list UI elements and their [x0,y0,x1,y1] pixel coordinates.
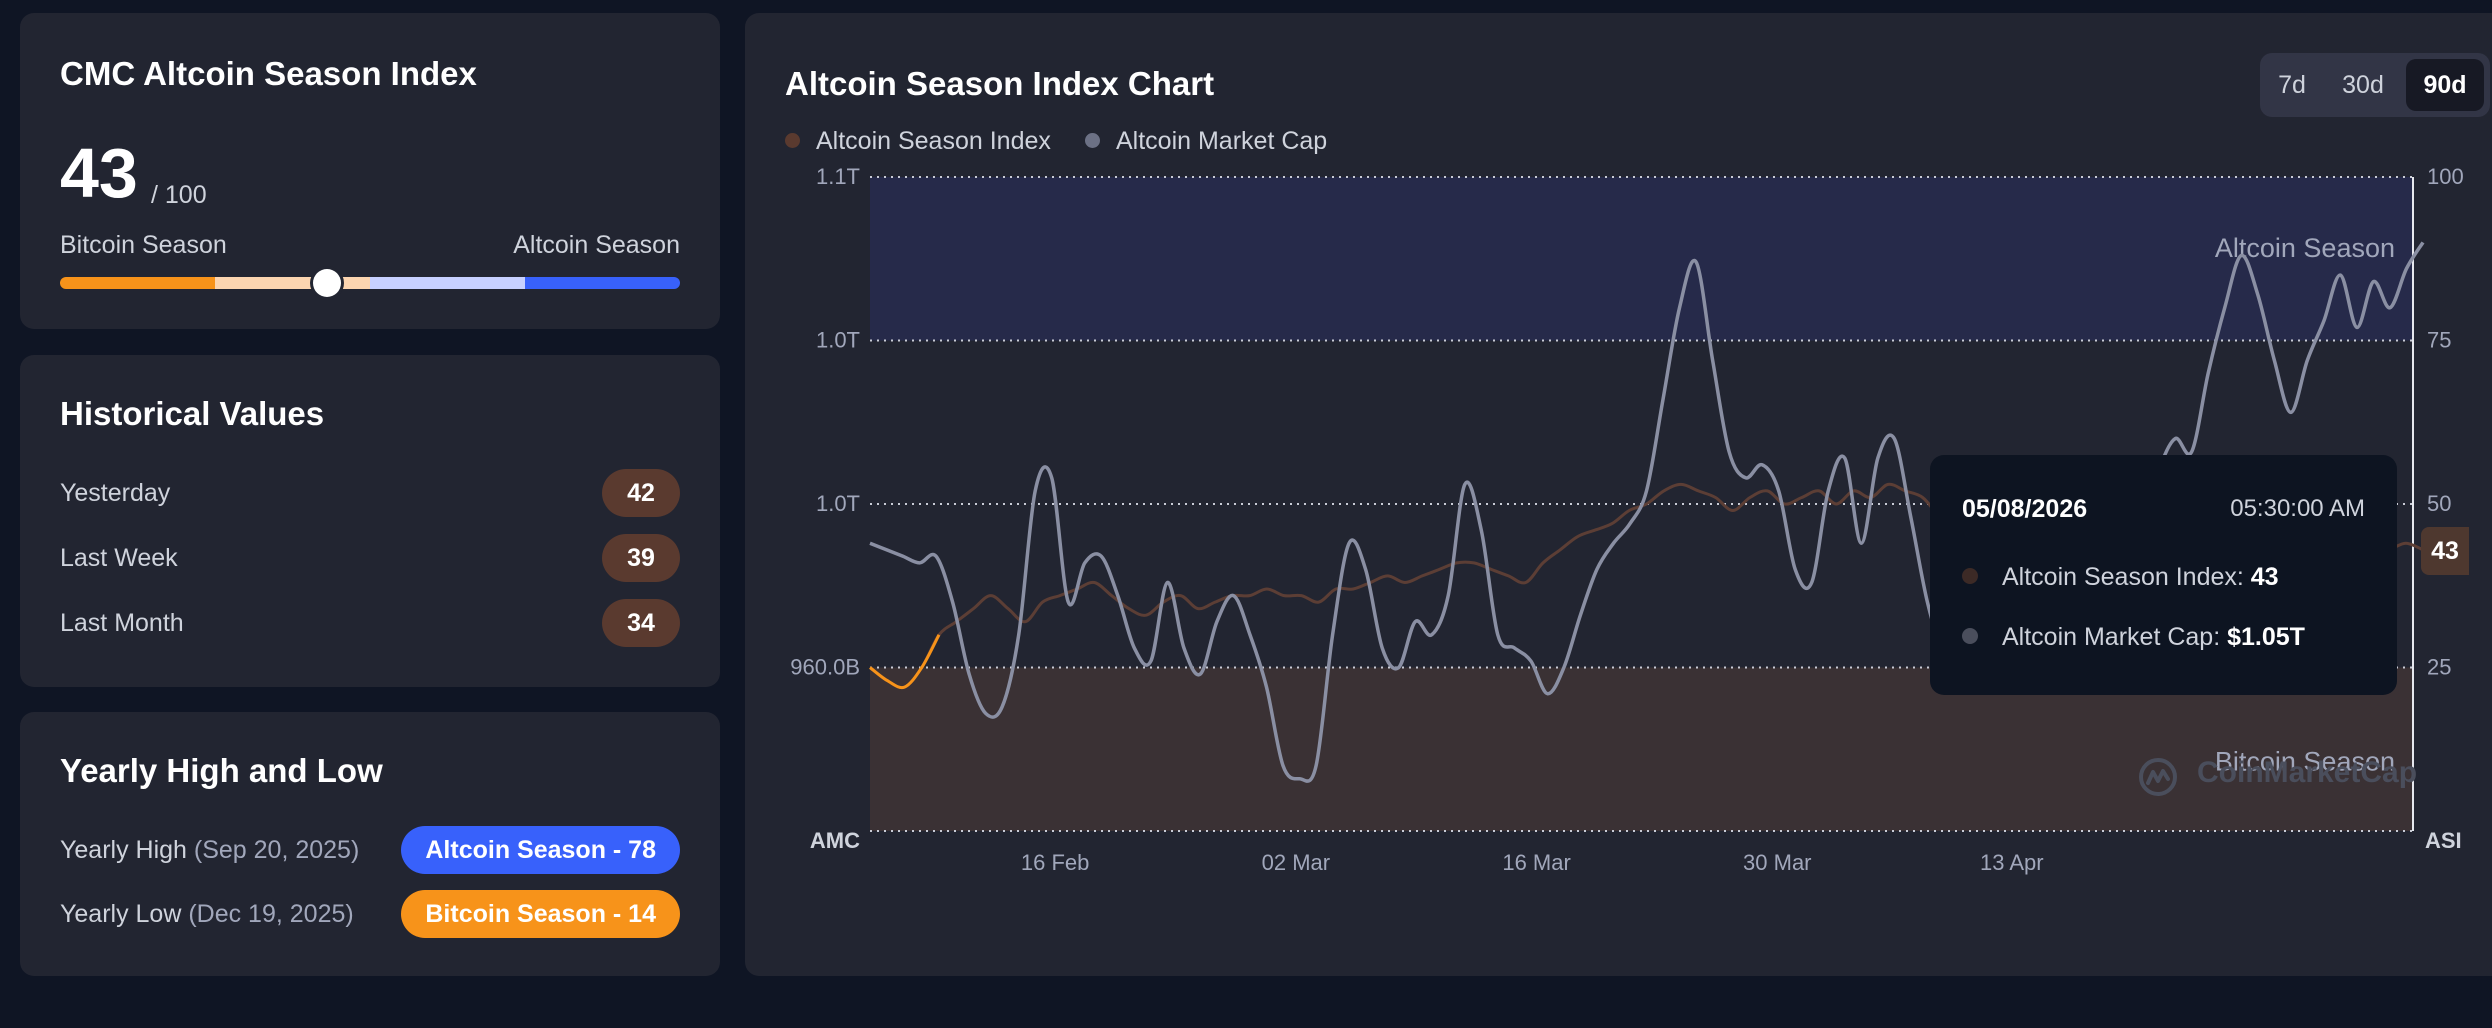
x-tick-label: 16 Feb [1021,850,1090,875]
yearly-high-pill: Altcoin Season - 78 [401,826,680,874]
historical-label: Last Week [60,544,178,572]
tooltip-index-label: Altcoin Season Index: [2002,563,2244,591]
right-axis-title: ASI [2425,828,2462,853]
season-scale-bar [60,277,680,289]
altcoin-season-index-card: CMC Altcoin Season Index 43 / 100 Bitcoi… [20,13,720,329]
chart-tooltip: 05/08/2026 05:30:00 AM Altcoin Season In… [1930,455,2397,695]
x-tick-label: 02 Mar [1262,850,1330,875]
left-tick-label: 960.0B [790,655,860,680]
range-7d-button[interactable]: 7d [2278,71,2306,99]
yearly-low-label: Yearly Low (Dec 19, 2025) [60,900,354,929]
x-tick-label: 30 Mar [1743,850,1811,875]
yearly-title: Yearly High and Low [60,752,383,789]
index-position-marker [313,269,341,297]
left-tick-label: 1.0T [816,328,860,353]
right-tick-label: 25 [2427,655,2451,680]
right-tick-label: 100 [2427,164,2464,189]
tooltip-index-value: 43 [2250,563,2279,591]
historical-value-badge: 42 [602,469,680,517]
historical-row-last-week: Last Week 39 [60,534,680,582]
historical-value-badge: 39 [602,534,680,582]
yearly-high-label: Yearly High (Sep 20, 2025) [60,836,359,865]
altcoin-season-zone [870,177,2413,341]
tooltip-index-row: Altcoin Season Index: 43 [1962,563,2279,592]
time-range-selector: 7d 30d 90d [2260,53,2490,117]
watermark-text: CoinMarketCap [2197,756,2418,789]
legend-dot [785,132,800,148]
chart-title: Altcoin Season Index Chart [785,65,1215,102]
left-tick-label: 1.1T [816,164,860,189]
bitcoin-season-zone-label: Bitcoin Season [2215,746,2395,776]
left-tick-label: 1.0T [816,491,860,516]
tooltip-dot [1962,568,1978,585]
legend-label: Altcoin Market Cap [1116,127,1328,155]
legend-label: Altcoin Season Index [816,127,1051,155]
altcoin-season-label: Altcoin Season [513,231,680,259]
range-90d-button[interactable]: 90d [2406,59,2484,111]
x-tick-label: 13 Apr [1980,850,2044,875]
historical-row-yesterday: Yesterday 42 [60,469,680,517]
historical-title: Historical Values [60,395,325,432]
index-card-title: CMC Altcoin Season Index [60,55,477,92]
legend-dot [1085,132,1100,148]
tooltip-dot [1962,628,1978,645]
right-tick-label: 50 [2427,491,2451,516]
index-chart-card: Altcoin Season Index Chart 7d 30d 90d Al… [745,13,2492,976]
tooltip-time: 05:30:00 AM [2230,495,2365,522]
historical-label: Last Month [60,609,184,637]
historical-values-card: Historical Values Yesterday 42 Last Week… [20,355,720,687]
altcoin-season-zone-label: Altcoin Season [2215,233,2395,263]
legend-altcoin-season-index[interactable]: Altcoin Season Index [785,127,1051,156]
index-value: 43 [60,134,138,212]
legend-altcoin-market-cap[interactable]: Altcoin Market Cap [1085,127,1327,156]
bitcoin-season-index-segment [869,634,941,690]
right-tick-label: 75 [2427,328,2451,353]
yearly-low-pill: Bitcoin Season - 14 [401,890,680,938]
current-value-badge: 43 [2421,527,2469,575]
tooltip-date: 05/08/2026 [1962,495,2088,523]
tooltip-mcap-label: Altcoin Market Cap: [2002,623,2221,651]
index-max: / 100 [151,181,207,209]
x-tick-label: 16 Mar [1502,850,1570,875]
yearly-high-row: Yearly High (Sep 20, 2025) Altcoin Seaso… [60,826,680,874]
tooltip-mcap-value: $1.05T [2227,623,2305,651]
left-axis-title: AMC [810,828,860,853]
yearly-low-text: Yearly Low [60,900,182,928]
yearly-low-row: Yearly Low (Dec 19, 2025) Bitcoin Season… [60,890,680,938]
coinmarketcap-logo-icon [2139,758,2177,796]
yearly-high-low-card: Yearly High and Low Yearly High (Sep 20,… [20,712,720,976]
bitcoin-season-label: Bitcoin Season [60,231,227,259]
yearly-low-date: (Dec 19, 2025) [188,900,354,928]
yearly-high-text: Yearly High [60,836,187,864]
historical-value-badge: 34 [602,599,680,647]
tooltip-mcap-row: Altcoin Market Cap: $1.05T [1962,623,2305,652]
range-30d-button[interactable]: 30d [2342,71,2384,99]
yearly-high-date: (Sep 20, 2025) [193,836,360,864]
historical-label: Yesterday [60,479,171,507]
historical-row-last-month: Last Month 34 [60,599,680,647]
